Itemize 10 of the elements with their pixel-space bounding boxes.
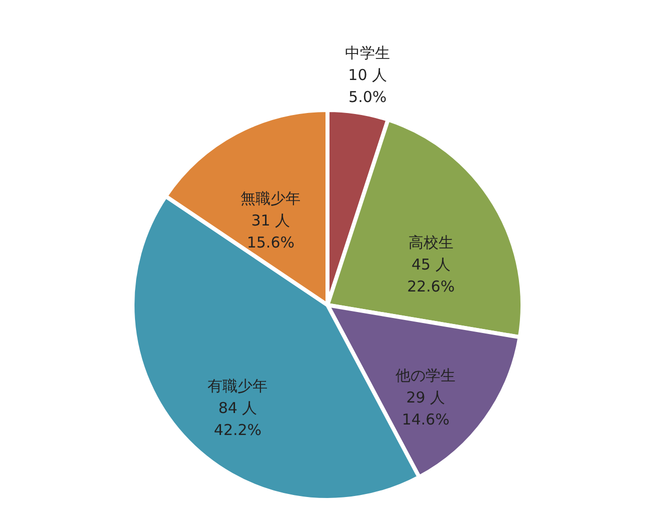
data-label: 29 人 14.6% — [402, 388, 450, 429]
slice-label: 有職少年 — [208, 376, 268, 395]
slice-label: 中学生 — [345, 44, 390, 62]
data-label: 31 人 15.6% — [246, 211, 294, 252]
slice-label: 無職少年 — [240, 189, 301, 208]
data-label: 84 人 42.2% — [214, 398, 262, 439]
data-label: 45 人 22.6% — [407, 255, 455, 296]
data-label: 10 人 5.0% — [348, 66, 388, 106]
slice-label: 他の学生 — [396, 366, 456, 385]
slice-label: 高校生 — [408, 233, 454, 252]
